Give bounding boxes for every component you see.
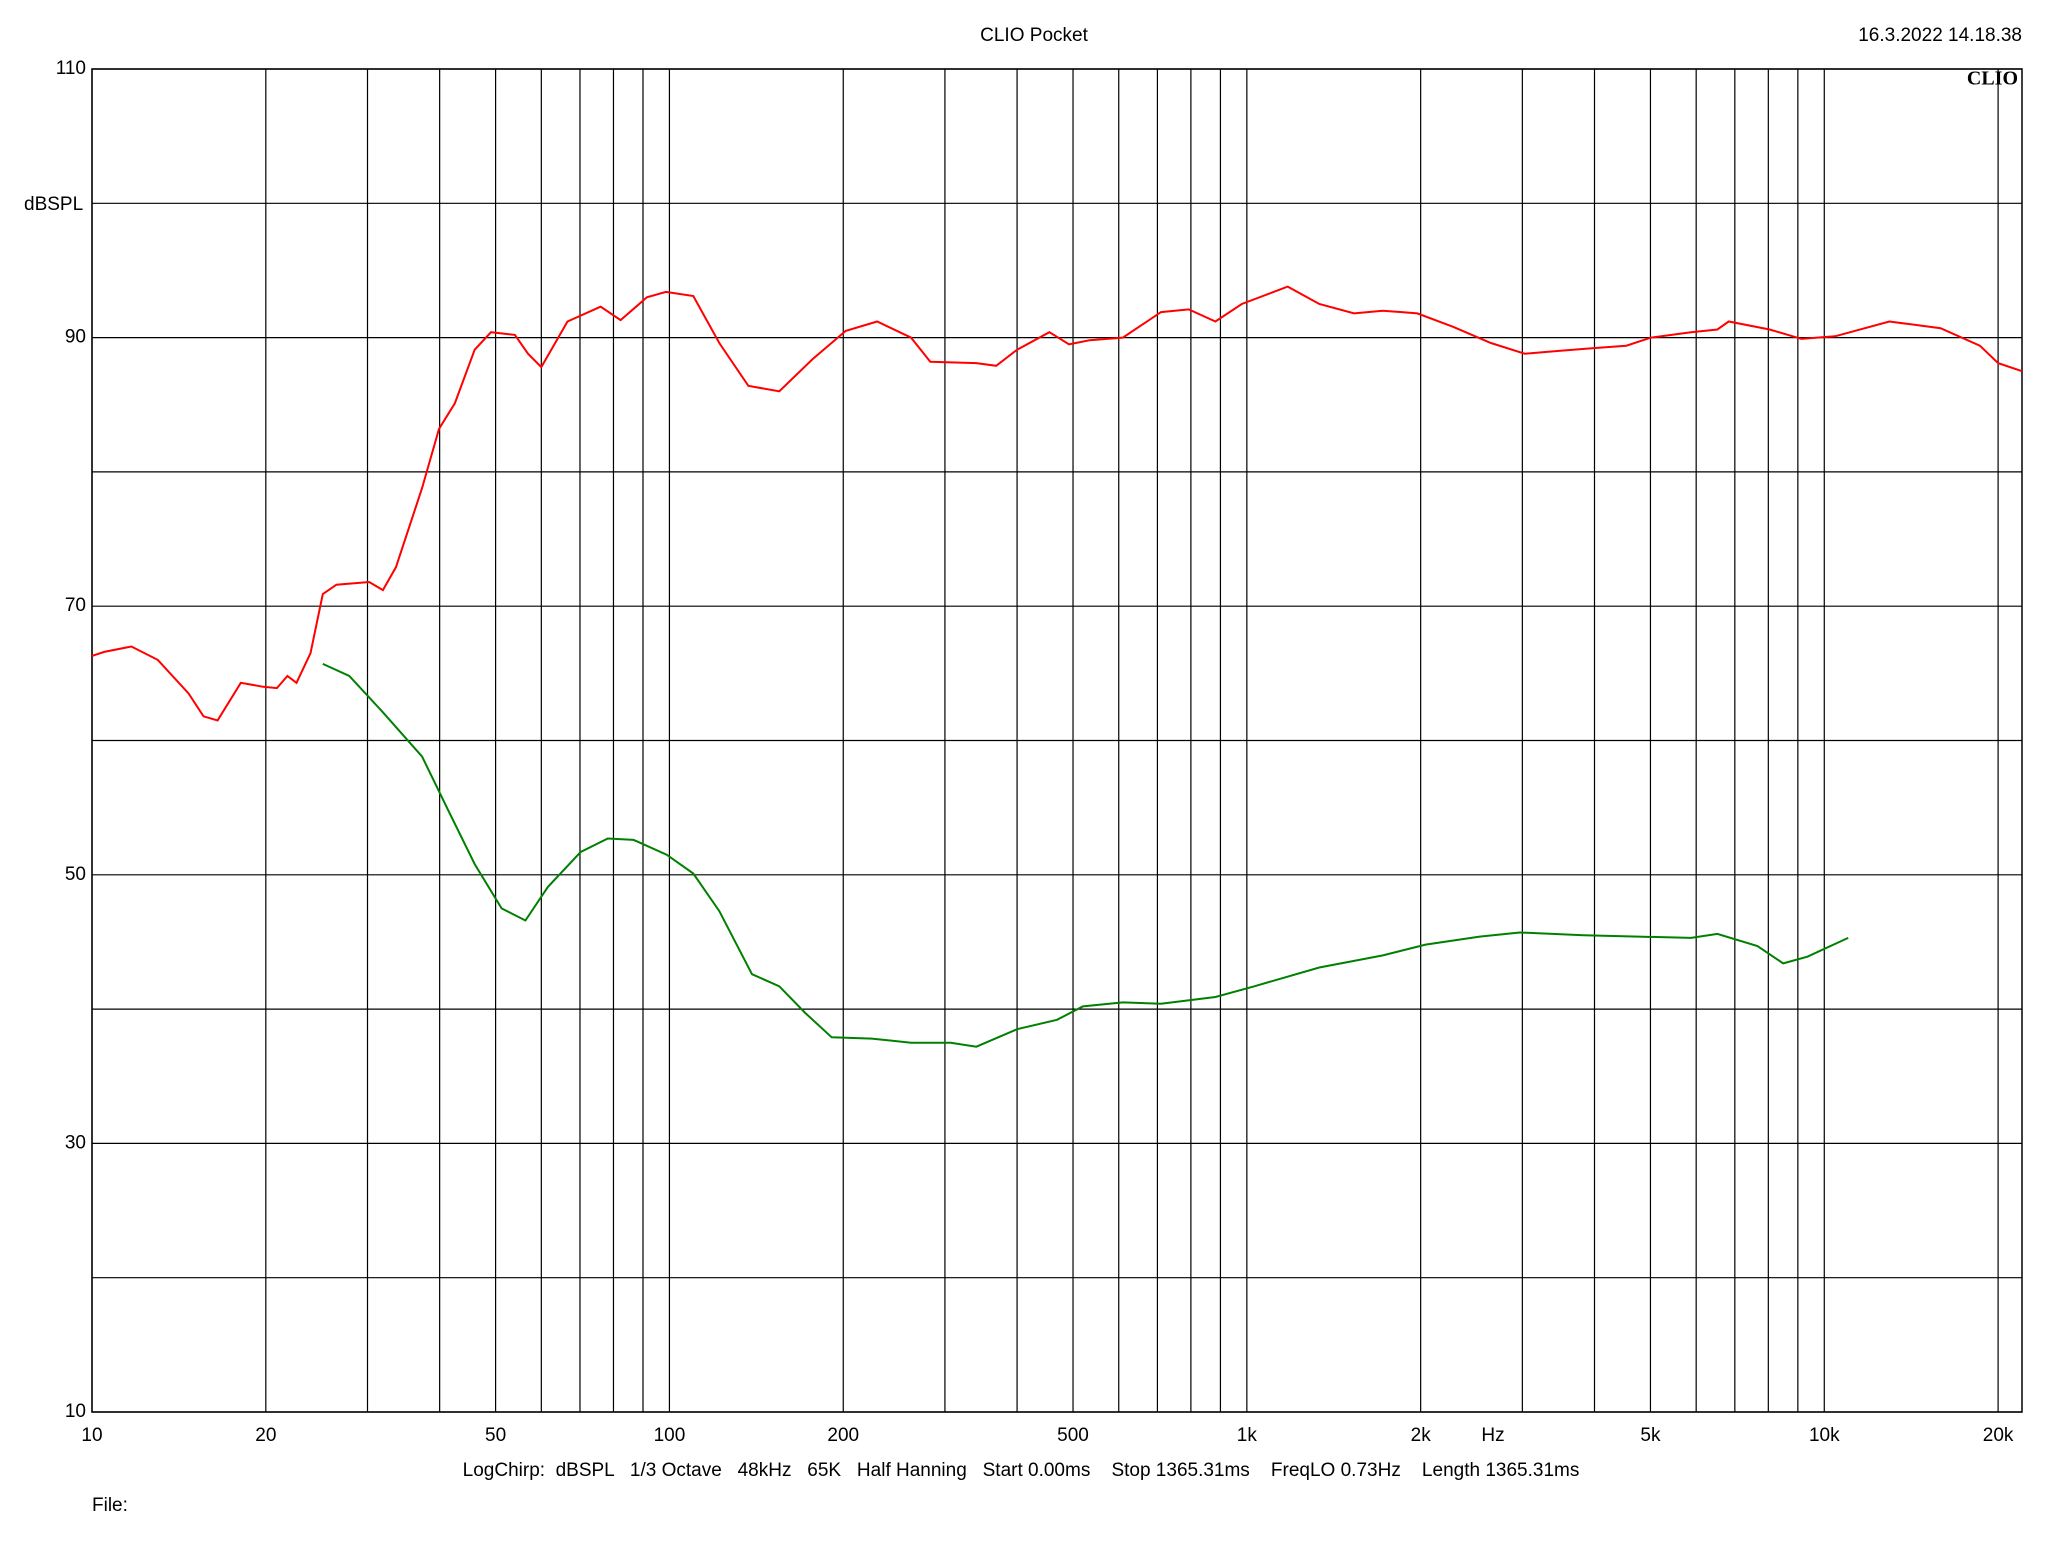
timestamp: 16.3.2022 14.18.38	[1858, 25, 2022, 46]
settings-text: LogChirp: dBSPL 1/3 Octave 48kHz 65K Hal…	[463, 1460, 1580, 1481]
plot-frame	[91, 68, 2023, 1413]
x-tick-label: 20k	[1983, 1425, 2014, 1446]
x-tick-label: 1k	[1237, 1425, 1258, 1446]
x-tick-label: 5k	[1640, 1425, 1661, 1446]
y-tick-label: 10	[65, 1401, 86, 1422]
x-tick-label: 2k	[1411, 1425, 1432, 1446]
x-tick-label: 50	[485, 1425, 506, 1446]
y-tick-label: 110	[56, 58, 86, 79]
x-tick-label: 10	[81, 1425, 102, 1446]
file-label: File:	[92, 1495, 128, 1516]
series-line	[322, 662, 1849, 1048]
y-tick-label: 30	[65, 1132, 86, 1153]
chart-title: CLIO Pocket	[980, 25, 1088, 46]
y-axis-label: dBSPL	[24, 194, 83, 215]
x-tick-label: 20	[255, 1425, 276, 1446]
y-tick-label: 90	[65, 327, 86, 348]
x-tick-label: 500	[1057, 1425, 1089, 1446]
x-axis-label: Hz	[1481, 1425, 1504, 1446]
x-tick-label: 200	[827, 1425, 859, 1446]
y-tick-label: 50	[65, 864, 86, 885]
x-tick-label: 100	[654, 1425, 686, 1446]
logo: CLIO	[1967, 68, 2018, 90]
series-line	[91, 285, 2023, 722]
y-tick-label: 70	[65, 595, 86, 616]
x-tick-label: 10k	[1809, 1425, 1840, 1446]
